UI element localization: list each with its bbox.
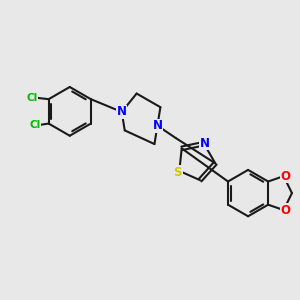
Text: N: N [152,119,162,132]
Text: Cl: Cl [30,120,41,130]
Text: S: S [174,166,182,179]
Text: O: O [280,203,290,217]
Text: N: N [117,106,127,118]
Text: O: O [280,170,290,183]
Text: Cl: Cl [27,93,38,103]
Text: N: N [200,136,209,150]
